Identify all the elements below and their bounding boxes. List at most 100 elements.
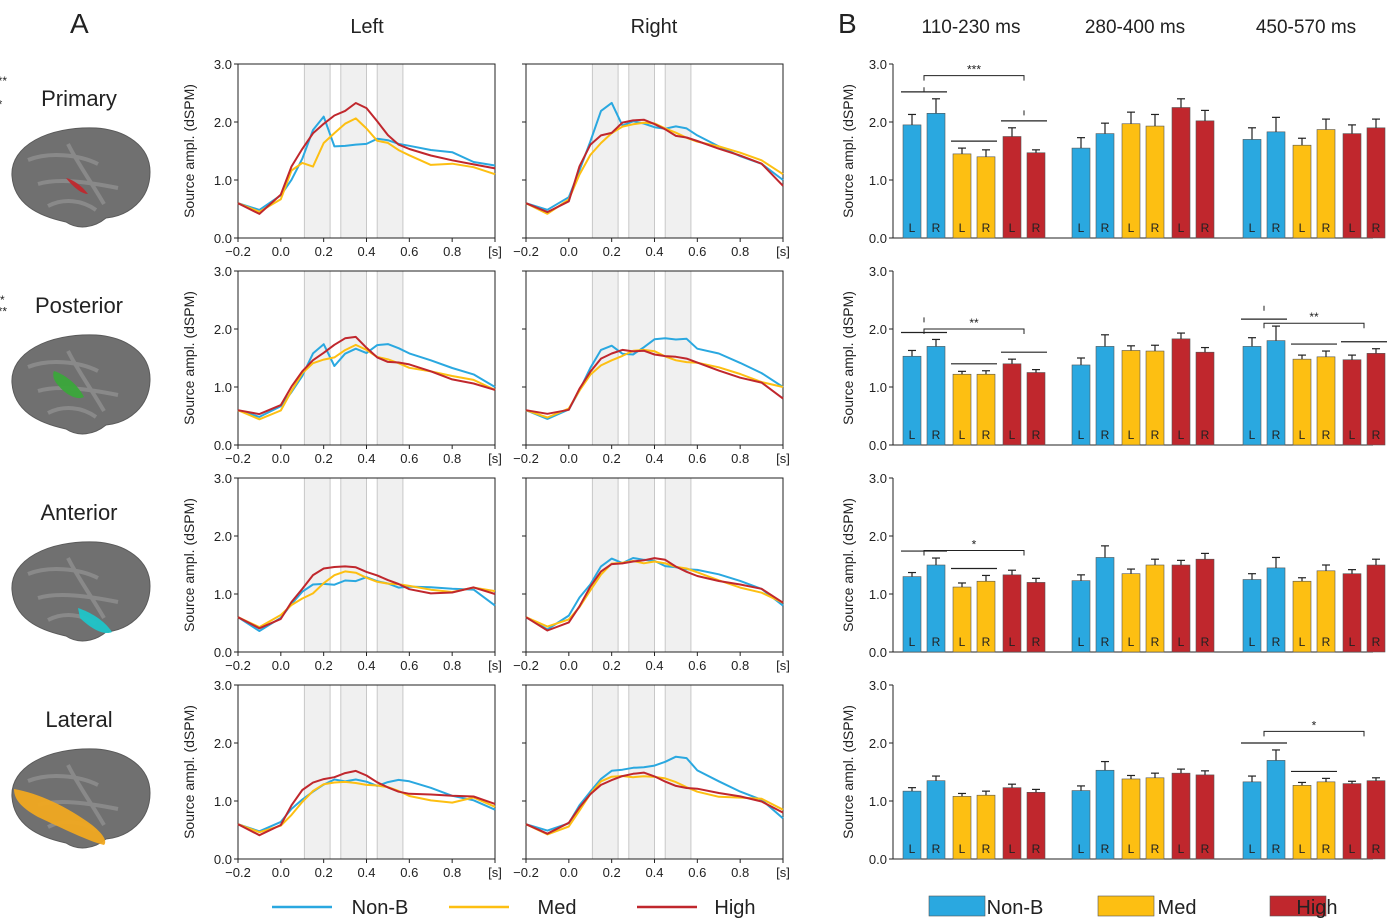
y-tick-label: 1.0 — [214, 380, 232, 395]
y-tick-label: 1.0 — [869, 587, 887, 602]
time-window-shade — [377, 478, 403, 652]
x-tick-label: 0.4 — [357, 451, 375, 466]
x-tick-label: [s] — [488, 451, 502, 466]
series-line-med — [237, 570, 496, 629]
x-tick-label: 0.8 — [443, 865, 461, 880]
bar-lr-label: L — [1299, 221, 1306, 235]
y-tick-label: 2.0 — [869, 322, 887, 337]
x-tick-label: 0.4 — [645, 865, 663, 880]
bar-lr-label: R — [1372, 428, 1381, 442]
time-window-shade — [665, 685, 691, 859]
brain-shape — [11, 334, 151, 435]
bar-lr-label: R — [1032, 221, 1041, 235]
x-tick-label: 0.4 — [645, 658, 663, 673]
line-panel-posterior-right: −0.2 0.0 0.2 0.4 0.6 0.8 [s] — [513, 270, 790, 466]
x-tick-label: −0.2 — [225, 658, 251, 673]
legend-label: High — [714, 897, 755, 919]
series-line-med — [237, 780, 496, 834]
time-window-shade — [304, 685, 331, 859]
significance-stars: * — [1312, 718, 1317, 732]
y-tick-label: 3.0 — [214, 57, 232, 72]
brain-primary — [11, 127, 151, 228]
time-window-shade — [628, 64, 655, 238]
bar-lr-label: L — [1128, 221, 1135, 235]
bar-panel-primary: 0.0 1.0 2.0 3.0 Source ampl. (dSPM) L R L R L R L R L… — [0, 57, 1386, 246]
bar-lr-label: L — [1178, 842, 1185, 856]
line-panel-lateral-right: −0.2 0.0 0.2 0.4 0.6 0.8 [s] — [513, 684, 790, 880]
brain-column: Primary Posterior Anterior Lateral — [11, 86, 151, 849]
y-tick-label: 2.0 — [214, 322, 232, 337]
y-axis-label: Source ampl. (dSPM) — [181, 498, 197, 632]
bar-lr-label: R — [932, 428, 941, 442]
x-tick-label: [s] — [776, 244, 790, 259]
bar-lr-label: R — [1272, 635, 1281, 649]
bar-lr-label: L — [909, 842, 916, 856]
bar-lr-label: R — [1151, 635, 1160, 649]
bar-lr-label: R — [1201, 635, 1210, 649]
time-window-shade — [340, 64, 367, 238]
bar-lr-label: R — [1101, 635, 1110, 649]
x-tick-label: [s] — [488, 244, 502, 259]
hemisphere-header-right: Right — [631, 16, 678, 38]
bar-nonb — [926, 113, 946, 239]
region-label: Anterior — [40, 500, 117, 525]
bar-lr-label: R — [1272, 428, 1281, 442]
brain-anterior — [11, 541, 151, 642]
legend-swatch-nonb — [928, 895, 986, 917]
x-tick-label: 0.8 — [731, 865, 749, 880]
x-tick-label: −0.2 — [225, 244, 251, 259]
bar-lr-label: L — [1128, 842, 1135, 856]
series-line-high — [237, 102, 496, 215]
x-tick-label: −0.2 — [225, 451, 251, 466]
bar-lr-label: R — [1151, 842, 1160, 856]
y-tick-label: 2.0 — [869, 115, 887, 130]
x-tick-label: 0.4 — [357, 244, 375, 259]
time-window-shade — [592, 64, 619, 238]
series-line-nonb — [237, 778, 496, 833]
line-panel-primary-right: −0.2 0.0 0.2 0.4 0.6 0.8 [s] — [513, 63, 790, 259]
x-tick-label: 0.0 — [272, 244, 290, 259]
y-axis-label: Source ampl. (dSPM) — [840, 705, 856, 839]
x-tick-label: 0.4 — [645, 244, 663, 259]
significance-stars: * — [972, 538, 977, 552]
series-line-med — [237, 117, 496, 213]
x-tick-label: 0.2 — [315, 244, 333, 259]
series-line-nonb — [237, 115, 496, 211]
time-window-shade — [377, 685, 403, 859]
legend-label: Med — [1158, 897, 1197, 919]
series-line-nonb — [525, 755, 784, 832]
x-tick-label: 0.2 — [603, 658, 621, 673]
y-axis-label: Source ampl. (dSPM) — [840, 291, 856, 425]
significance-stars: *** — [0, 74, 7, 88]
legend-label: High — [1296, 897, 1337, 919]
time-window-shade — [304, 478, 331, 652]
y-tick-label: 0.0 — [869, 231, 887, 246]
bar-lr-label: R — [1032, 635, 1041, 649]
y-tick-label: 2.0 — [214, 115, 232, 130]
panel-label-a: A — [70, 8, 89, 39]
hemisphere-header-left: Left — [350, 16, 384, 38]
bar-lr-label: R — [1101, 842, 1110, 856]
region-label: Lateral — [45, 707, 112, 732]
bar-lr-label: R — [932, 842, 941, 856]
y-tick-label: 2.0 — [869, 529, 887, 544]
series-line-high — [525, 118, 784, 214]
significance-bracket — [923, 328, 1025, 334]
significance-stars: ** — [969, 316, 979, 330]
y-tick-label: 3.0 — [214, 264, 232, 279]
region-highlight — [14, 789, 106, 845]
y-tick-label: 1.0 — [869, 380, 887, 395]
line-panel-anterior-right: −0.2 0.0 0.2 0.4 0.6 0.8 [s] — [513, 477, 790, 673]
bar-lr-label: L — [1009, 842, 1016, 856]
x-tick-label: 0.6 — [400, 658, 418, 673]
significance-stars: ** — [1309, 310, 1319, 324]
time-window-shade — [340, 271, 367, 445]
bar-lr-label: R — [1272, 221, 1281, 235]
x-tick-label: 0.0 — [560, 451, 578, 466]
time-window-shade — [304, 64, 331, 238]
y-tick-label: 2.0 — [214, 529, 232, 544]
bar-lr-label: R — [1322, 842, 1331, 856]
